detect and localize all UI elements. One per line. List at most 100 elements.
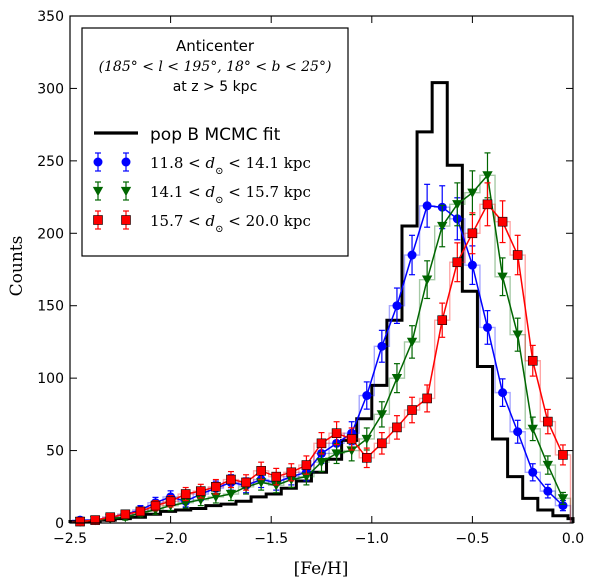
data-point (391, 374, 403, 384)
data-point (498, 388, 508, 398)
data-point (467, 260, 477, 270)
data-point (497, 272, 508, 282)
data-point (497, 216, 508, 227)
data-point (467, 188, 478, 198)
data-point (241, 477, 251, 488)
data-point (361, 453, 372, 463)
legend-label-series-2: 14.1 < d⊙ < 15.7 kpc (150, 183, 311, 206)
y-tick-label: 0 (55, 516, 64, 532)
legend-title: Anticenter (176, 37, 255, 55)
legend-marker (93, 215, 103, 225)
y-tick-label: 100 (37, 371, 64, 387)
data-point (225, 489, 237, 500)
data-point (422, 393, 432, 404)
y-tick-label: 50 (46, 444, 64, 460)
x-tick-label: 0.0 (562, 531, 584, 547)
data-point (406, 337, 418, 348)
data-point (211, 481, 221, 492)
data-point (362, 391, 372, 401)
data-point (286, 467, 297, 478)
y-axis-label: Counts (7, 236, 27, 297)
data-point (376, 410, 388, 420)
data-point (195, 486, 206, 496)
data-point (346, 434, 357, 444)
data-point (165, 496, 176, 507)
y-tick-label: 250 (37, 154, 64, 170)
x-tick-label: −1.5 (254, 531, 288, 547)
data-point (421, 275, 433, 285)
data-point (482, 199, 493, 210)
data-point (437, 315, 448, 326)
data-point (271, 481, 282, 491)
data-point (407, 250, 417, 260)
data-point (392, 301, 402, 311)
legend-subtitle-height: at z > 5 kpc (173, 79, 258, 95)
data-point (316, 458, 327, 468)
data-point (452, 257, 463, 268)
x-axis-label: [Fe/H] (294, 559, 349, 579)
series-3 (75, 182, 568, 527)
data-point (392, 422, 402, 433)
data-point (301, 472, 312, 482)
tick-labels: −2.5 −2.0 −1.5 −1.0 −0.5 0.0 0 50 100 150 200 250 30… (37, 9, 584, 547)
x-tick-label: −2.5 (53, 531, 87, 547)
data-point (105, 512, 116, 523)
data-point (256, 466, 266, 476)
data-point (226, 474, 236, 485)
data-point (377, 341, 387, 351)
legend: Anticenter (185° < l < 195°, 18° < b < 2… (81, 27, 349, 257)
legend-marker (121, 157, 131, 167)
y-tick-label: 300 (37, 81, 64, 97)
y-tick-label: 200 (37, 226, 64, 242)
data-point (422, 201, 432, 211)
data-point (543, 486, 553, 496)
data-point (437, 221, 448, 232)
data-point (361, 434, 372, 445)
x-tick-label: −0.5 (455, 531, 489, 547)
data-point (331, 428, 342, 438)
x-tick-label: −2.0 (154, 531, 188, 547)
data-point (407, 405, 417, 415)
data-point (513, 427, 523, 437)
data-point (135, 506, 146, 517)
data-point (316, 438, 327, 449)
data-point (377, 438, 387, 449)
legend-series-entries: 11.8 < d⊙ < 14.1 kpc 14.1 < d⊙ < 15.7 kpc… (92, 152, 311, 235)
data-point (210, 492, 222, 503)
data-point (271, 471, 282, 482)
legend-label-series-3: 15.7 < d⊙ < 20.0 kpc (150, 212, 311, 235)
data-point (301, 460, 312, 470)
legend-subtitle-coords: (185° < l < 195°, 18° < b < 25°) (99, 59, 332, 75)
data-point (331, 449, 342, 459)
data-point (558, 501, 568, 511)
legend-label-model: pop B MCMC fit (150, 125, 281, 145)
data-point (482, 322, 492, 332)
data-point (542, 460, 554, 471)
x-tick-label: −1.0 (355, 531, 389, 547)
data-point (528, 467, 538, 477)
data-series (74, 152, 569, 527)
data-point (452, 200, 463, 210)
data-point (512, 330, 523, 340)
plot-frame (69, 15, 574, 524)
data-point (543, 416, 553, 427)
data-point (482, 171, 493, 181)
y-tick-label: 150 (37, 299, 64, 315)
data-point (90, 515, 100, 525)
legend-marker (92, 186, 104, 197)
data-point (467, 228, 478, 239)
data-point (150, 500, 161, 511)
legend-marker (93, 157, 103, 167)
data-point (512, 250, 523, 260)
data-point (180, 489, 191, 499)
data-point (527, 424, 538, 435)
legend-label-series-1: 11.8 < d⊙ < 14.1 kpc (150, 154, 311, 177)
y-tick-label: 350 (37, 9, 64, 25)
data-point (120, 509, 131, 520)
data-point (255, 478, 267, 488)
data-point (75, 516, 85, 527)
data-point (346, 446, 357, 456)
series-2 (74, 152, 569, 527)
legend-marker (121, 215, 131, 225)
